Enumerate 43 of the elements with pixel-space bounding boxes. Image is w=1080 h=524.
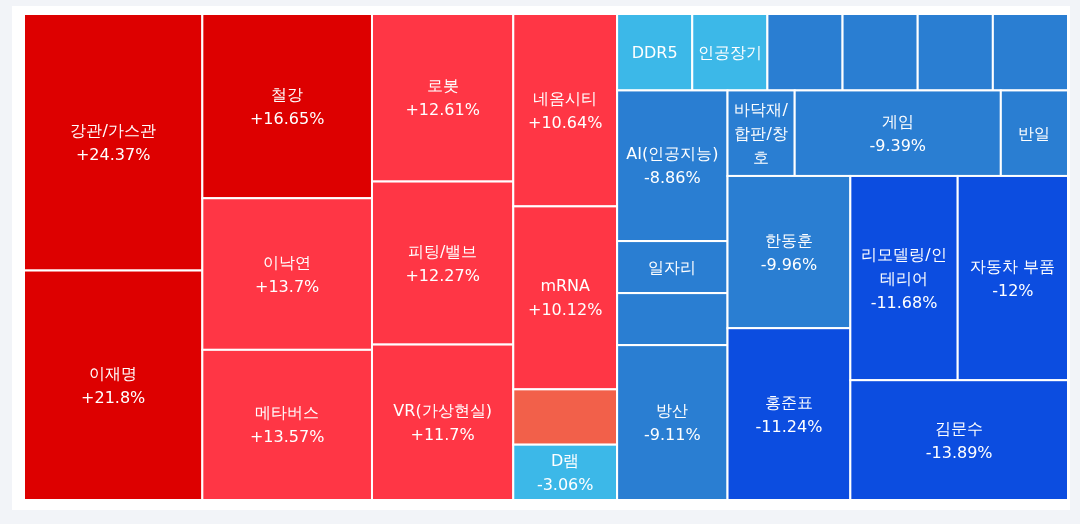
category-label: 홍준표 (764, 392, 813, 412)
category-label: 바닥재/합판/창호 (734, 99, 789, 167)
category-label: 반일 (1018, 123, 1051, 143)
data-label: -3.06% (536, 474, 594, 494)
data-label: +10.12% (527, 300, 603, 320)
data-label: +13.57% (249, 427, 325, 447)
category-label: 자동차 부품 (970, 256, 1056, 276)
category-label: VR(가상현실) (393, 400, 492, 420)
data-label: +12.27% (405, 265, 480, 285)
category-label: 강관/가스관 (70, 120, 156, 140)
data-label: +21.8% (81, 387, 146, 407)
category-label: 로봇 (426, 76, 459, 96)
data-label: -12% (992, 280, 1034, 300)
data-label: +16.65% (249, 108, 325, 128)
data-label: -11.68% (870, 292, 938, 312)
category-label: 한동훈 (764, 230, 813, 250)
category-label: 이재명 (89, 363, 138, 383)
category-label: 리모델링/인테리어 (861, 244, 947, 288)
data-label: +10.64% (527, 112, 603, 132)
data-label: +13.7% (255, 276, 320, 296)
category-label: 네옴시티 (533, 88, 598, 108)
data-label: -11.24% (755, 416, 823, 436)
data-label: -9.11% (644, 425, 701, 445)
category-label: AI(인공지능) (626, 144, 719, 164)
data-label: +12.61% (405, 100, 480, 120)
data-label: +11.7% (410, 424, 475, 444)
category-label: DDR5 (631, 42, 678, 62)
category-label: 김문수 (935, 418, 984, 438)
category-label: 철강 (271, 84, 304, 104)
category-label: 방산 (656, 401, 689, 421)
category-label: 메타버스 (255, 403, 320, 423)
category-label: 이낙연 (263, 252, 312, 272)
category-label: D램 (551, 450, 580, 470)
category-label: 게임 (881, 111, 914, 131)
data-label: -8.86% (644, 168, 701, 188)
data-label: -9.39% (869, 135, 927, 155)
data-label: -9.96% (760, 254, 818, 274)
category-label: mRNA (540, 276, 591, 296)
category-label: 일자리 (648, 257, 697, 277)
data-label: -13.89% (925, 442, 993, 462)
category-label: 피팅/밸브 (407, 241, 478, 261)
data-label: +24.37% (75, 144, 151, 164)
category-label: 인공장기 (697, 42, 762, 62)
